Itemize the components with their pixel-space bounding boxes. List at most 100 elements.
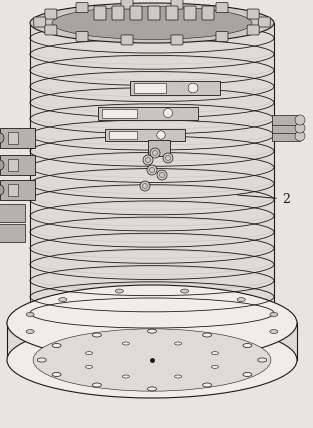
Ellipse shape	[26, 312, 34, 316]
FancyBboxPatch shape	[121, 0, 133, 9]
FancyBboxPatch shape	[112, 6, 124, 20]
Ellipse shape	[33, 329, 271, 391]
Ellipse shape	[30, 3, 274, 43]
Ellipse shape	[115, 289, 123, 293]
Ellipse shape	[203, 333, 212, 337]
Ellipse shape	[237, 297, 245, 302]
FancyBboxPatch shape	[171, 35, 183, 45]
Ellipse shape	[181, 353, 189, 357]
FancyBboxPatch shape	[109, 131, 137, 139]
Ellipse shape	[92, 333, 101, 337]
FancyBboxPatch shape	[102, 109, 137, 118]
FancyBboxPatch shape	[76, 31, 88, 42]
FancyBboxPatch shape	[94, 6, 106, 20]
Ellipse shape	[175, 375, 182, 378]
FancyBboxPatch shape	[272, 131, 300, 141]
Circle shape	[163, 108, 172, 118]
Text: 2: 2	[238, 193, 290, 205]
FancyBboxPatch shape	[0, 180, 35, 200]
Circle shape	[150, 148, 160, 158]
Ellipse shape	[85, 352, 93, 355]
Ellipse shape	[52, 6, 252, 39]
Ellipse shape	[62, 336, 242, 383]
Ellipse shape	[237, 345, 245, 348]
Ellipse shape	[270, 330, 278, 333]
FancyBboxPatch shape	[166, 6, 178, 20]
FancyBboxPatch shape	[8, 132, 18, 144]
Ellipse shape	[181, 289, 189, 293]
FancyBboxPatch shape	[121, 35, 133, 45]
Ellipse shape	[26, 330, 34, 333]
FancyBboxPatch shape	[8, 159, 18, 171]
Ellipse shape	[147, 387, 156, 391]
Ellipse shape	[111, 349, 192, 371]
FancyBboxPatch shape	[130, 6, 142, 20]
Ellipse shape	[52, 344, 61, 348]
Ellipse shape	[77, 340, 228, 380]
Circle shape	[147, 165, 157, 175]
Ellipse shape	[7, 285, 297, 361]
FancyBboxPatch shape	[216, 3, 228, 12]
FancyBboxPatch shape	[184, 6, 196, 20]
FancyBboxPatch shape	[272, 115, 300, 125]
Circle shape	[295, 115, 305, 125]
Ellipse shape	[0, 133, 4, 143]
Circle shape	[163, 153, 173, 163]
Ellipse shape	[258, 358, 267, 362]
FancyBboxPatch shape	[0, 204, 25, 222]
FancyBboxPatch shape	[0, 155, 35, 175]
FancyBboxPatch shape	[0, 224, 25, 242]
Ellipse shape	[115, 353, 123, 357]
Ellipse shape	[48, 333, 256, 387]
Ellipse shape	[85, 366, 93, 369]
FancyBboxPatch shape	[98, 107, 198, 119]
FancyBboxPatch shape	[148, 140, 170, 156]
Circle shape	[295, 131, 305, 141]
Circle shape	[157, 170, 167, 180]
Ellipse shape	[0, 160, 4, 170]
Ellipse shape	[52, 372, 61, 377]
Circle shape	[295, 123, 305, 133]
Polygon shape	[30, 23, 274, 323]
Ellipse shape	[243, 344, 252, 348]
FancyBboxPatch shape	[0, 128, 35, 148]
FancyBboxPatch shape	[105, 129, 185, 141]
Ellipse shape	[59, 345, 67, 348]
Ellipse shape	[270, 312, 278, 316]
FancyBboxPatch shape	[148, 6, 160, 20]
Circle shape	[157, 131, 165, 139]
Circle shape	[143, 155, 153, 165]
Ellipse shape	[147, 329, 156, 333]
Ellipse shape	[175, 342, 182, 345]
FancyBboxPatch shape	[247, 9, 259, 19]
Circle shape	[188, 83, 198, 93]
FancyBboxPatch shape	[76, 3, 88, 12]
FancyBboxPatch shape	[134, 83, 166, 93]
Ellipse shape	[101, 347, 203, 373]
Ellipse shape	[212, 366, 218, 369]
FancyBboxPatch shape	[272, 123, 300, 133]
Polygon shape	[7, 323, 297, 360]
FancyBboxPatch shape	[130, 81, 220, 95]
Ellipse shape	[7, 322, 297, 398]
FancyBboxPatch shape	[202, 6, 214, 20]
Ellipse shape	[59, 297, 67, 302]
Ellipse shape	[122, 375, 129, 378]
FancyBboxPatch shape	[8, 184, 18, 196]
Circle shape	[140, 181, 150, 191]
FancyBboxPatch shape	[171, 0, 183, 9]
Ellipse shape	[37, 358, 46, 362]
FancyBboxPatch shape	[45, 9, 57, 19]
Ellipse shape	[0, 185, 4, 195]
FancyBboxPatch shape	[216, 31, 228, 42]
Ellipse shape	[243, 372, 252, 377]
Ellipse shape	[203, 383, 212, 387]
FancyBboxPatch shape	[258, 17, 270, 27]
FancyBboxPatch shape	[247, 25, 259, 35]
Ellipse shape	[91, 344, 213, 376]
Ellipse shape	[122, 342, 129, 345]
FancyBboxPatch shape	[34, 17, 46, 27]
Ellipse shape	[212, 352, 218, 355]
Ellipse shape	[92, 383, 101, 387]
FancyBboxPatch shape	[45, 25, 57, 35]
